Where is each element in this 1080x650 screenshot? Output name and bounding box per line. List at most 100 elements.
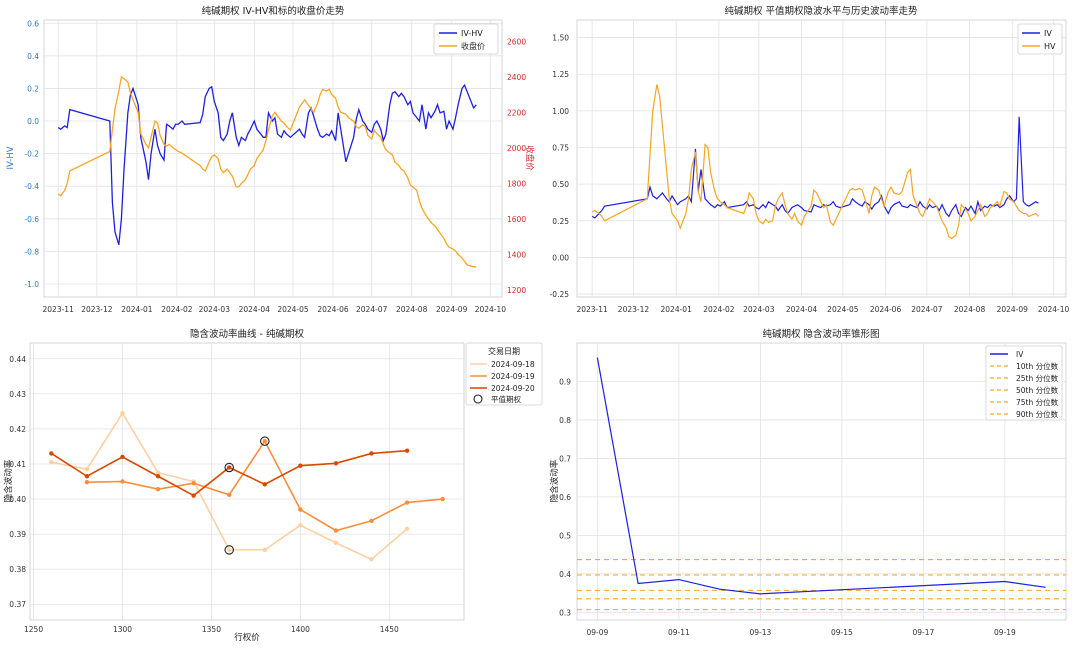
y-tick-label: 0.4 — [559, 570, 571, 579]
legend-label-iv: IV — [1016, 350, 1024, 359]
data-point — [369, 518, 374, 523]
x-tick-label: 09-11 — [668, 628, 690, 637]
series-line-close-price — [57, 75, 477, 268]
x-axis-ticks: 2023-11 2023-12 2024-01 2024-02 2024-03 2024-… — [43, 305, 507, 314]
x-tick-label: 2024-05 — [827, 305, 859, 314]
data-point — [298, 507, 303, 512]
y-tick-label: 0.38 — [9, 565, 26, 574]
legend-label-close-price: 收盘价 — [461, 41, 485, 51]
data-point — [369, 451, 374, 456]
x-tick-label: 2024-09 — [997, 305, 1029, 314]
y-tick-label: 0.7 — [559, 454, 571, 463]
x-tick-label: 2024-06 — [870, 305, 902, 314]
x-tick-label: 2024-09 — [436, 305, 468, 314]
x-tick-label: 1300 — [113, 625, 132, 634]
x-axis-ticks: 1250 1300 1350 1400 1450 — [24, 625, 399, 634]
y-axis-ticks: -0.25 0.00 0.25 0.50 0.75 1.00 1.25 1.50 — [550, 34, 570, 299]
grid — [577, 20, 1066, 297]
data-point — [49, 451, 54, 456]
y-tick-label: 0.0 — [27, 117, 39, 126]
legend-label-iv-hv: IV-HV — [461, 29, 483, 38]
data-point — [120, 454, 125, 460]
y-tick-label-right: 1400 — [507, 250, 526, 259]
x-tick-label: 2024-10 — [475, 305, 507, 314]
x-tick-label: 2024-10 — [1038, 305, 1070, 314]
atm-markers — [224, 436, 270, 555]
data-point — [155, 487, 161, 492]
legend: IV-HV 收盘价 — [433, 23, 499, 55]
y-tick-label: 1.00 — [552, 107, 569, 116]
data-point — [262, 438, 267, 444]
x-tick-label: 2024-07 — [911, 305, 943, 314]
x-tick-label: 09-19 — [994, 628, 1016, 637]
data-point — [227, 492, 232, 498]
x-tick-label: 1350 — [202, 625, 221, 634]
y-tick-label: 0.6 — [27, 19, 39, 28]
x-tick-label: 09-15 — [831, 628, 853, 637]
legend-label-0920: 2024-09-20 — [491, 384, 535, 393]
y-tick-label: 0.4 — [27, 52, 39, 61]
legend-label-0919: 2024-09-19 — [491, 372, 535, 381]
x-tick-label: 1450 — [380, 625, 399, 634]
x-tick-label: 09-13 — [749, 628, 771, 637]
plot-area — [576, 19, 1067, 298]
y-axis-label-right: 收盘价 — [524, 145, 535, 171]
data-point — [84, 474, 90, 479]
y-tick-label: 0.75 — [552, 144, 569, 153]
y-tick-label: -0.2 — [24, 150, 39, 159]
legend-swatch-atm — [473, 394, 483, 404]
y-tick-label-right: 1200 — [507, 286, 526, 295]
legend-label-p90: 90th 分位数 — [1016, 409, 1059, 419]
x-tick-label: 2023-11 — [43, 305, 75, 314]
chart-title: 纯碱期权 隐含波动率锥形图 — [762, 328, 879, 340]
chart-iv-cone: 0.30.40.50.60.70.80.9 09-09 09-11 09-13 09-… — [549, 328, 1067, 637]
y-tick-label: -1.0 — [24, 280, 39, 289]
plot-area — [43, 19, 503, 298]
y-tick-label: 0.43 — [9, 390, 26, 399]
legend-label-p25: 25th 分位数 — [1016, 373, 1059, 383]
data-point — [404, 448, 410, 453]
x-axis-label: 行权价 — [234, 632, 260, 643]
y-tick-label: 0.50 — [552, 180, 569, 189]
data-point — [120, 410, 125, 416]
x-tick-label: 2024-08 — [954, 305, 986, 314]
series-lines — [49, 410, 445, 562]
data-point — [191, 481, 196, 486]
y-axis-ticks: 0.3 0.4 0.5 0.6 0.7 0.8 0.9 — [559, 377, 571, 617]
legend: 交易日期 2024-09-18 2024-09-19 2024-09-20 平值… — [465, 342, 543, 406]
x-tick-label: 2023-11 — [576, 305, 608, 314]
legend-box — [465, 342, 543, 406]
legend-label-hv: HV — [1044, 42, 1056, 51]
data-point — [120, 479, 125, 484]
legend-label-atm: 平值期权 — [491, 394, 521, 404]
x-tick-label: 2024-08 — [396, 305, 428, 314]
y-tick-label: 0.40 — [9, 495, 26, 504]
data-point — [298, 463, 303, 468]
data-point — [227, 465, 232, 470]
y-tick-label: 1.50 — [552, 34, 569, 43]
x-tick-label: 2024-07 — [356, 305, 388, 314]
x-tick-label: 09-09 — [586, 628, 608, 637]
y-tick-label-right: 1600 — [507, 215, 526, 224]
x-tick-label: 1250 — [24, 625, 43, 634]
x-tick-label: 09-17 — [912, 628, 934, 637]
y-tick-label: -0.25 — [550, 290, 570, 299]
legend-label-p10: 10th 分位数 — [1016, 361, 1059, 371]
y-tick-label: -0.8 — [24, 247, 39, 256]
data-point — [440, 496, 445, 502]
data-point — [84, 467, 90, 472]
series-line-iv — [596, 357, 1046, 595]
y-tick-label: 0.3 — [559, 608, 571, 617]
series-line-hv — [591, 84, 1039, 240]
data-point — [333, 461, 339, 466]
y-tick-label: -0.6 — [24, 215, 39, 224]
y-tick-label: 0.42 — [9, 425, 26, 434]
data-point — [155, 470, 161, 475]
atm-marker — [260, 436, 270, 446]
y-tick-label-right: 2000 — [507, 144, 526, 153]
data-point — [298, 523, 303, 528]
y-tick-label: 0.2 — [27, 84, 39, 93]
x-tick-label: 2024-03 — [199, 305, 231, 314]
chart-iv-smile: 0.37 0.38 0.39 0.40 0.41 0.42 0.43 0.44 1250 130… — [3, 328, 543, 643]
x-tick-label: 2024-02 — [703, 305, 735, 314]
